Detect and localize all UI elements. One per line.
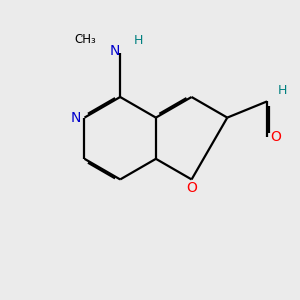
Text: methyl: methyl — [81, 36, 86, 37]
Text: CH₃: CH₃ — [74, 33, 96, 46]
Text: N: N — [110, 44, 120, 58]
Text: O: O — [270, 130, 281, 144]
Text: H: H — [278, 84, 287, 97]
Text: N: N — [71, 111, 81, 124]
Text: O: O — [186, 181, 197, 195]
Text: H: H — [134, 34, 143, 47]
